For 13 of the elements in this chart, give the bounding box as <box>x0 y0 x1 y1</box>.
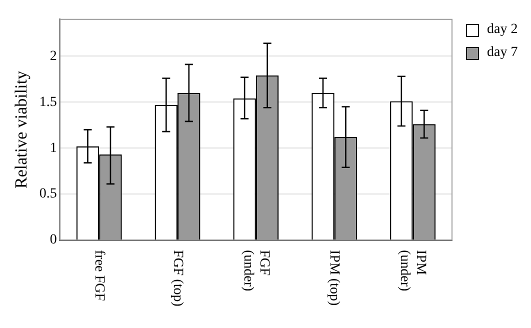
x-tick-label: IPM (top) <box>326 250 342 306</box>
y-axis-title: Relative viability <box>12 70 31 188</box>
y-tick-label: 1 <box>50 140 57 156</box>
y-tick-label: 0 <box>50 232 57 248</box>
y-tick-label: 1.5 <box>39 94 57 110</box>
x-tick-label: free FGF <box>91 250 106 302</box>
legend-label: day 7 <box>487 45 518 61</box>
y-tick-label: 0.5 <box>39 186 57 202</box>
y-tick-label: 2 <box>50 48 57 64</box>
text: day 2 <box>487 22 518 38</box>
x-tick-label: IPM (under) <box>397 250 428 292</box>
x-tick-label: FGF (top) <box>170 250 185 307</box>
x-tick-label: FGF (under) <box>240 250 272 292</box>
